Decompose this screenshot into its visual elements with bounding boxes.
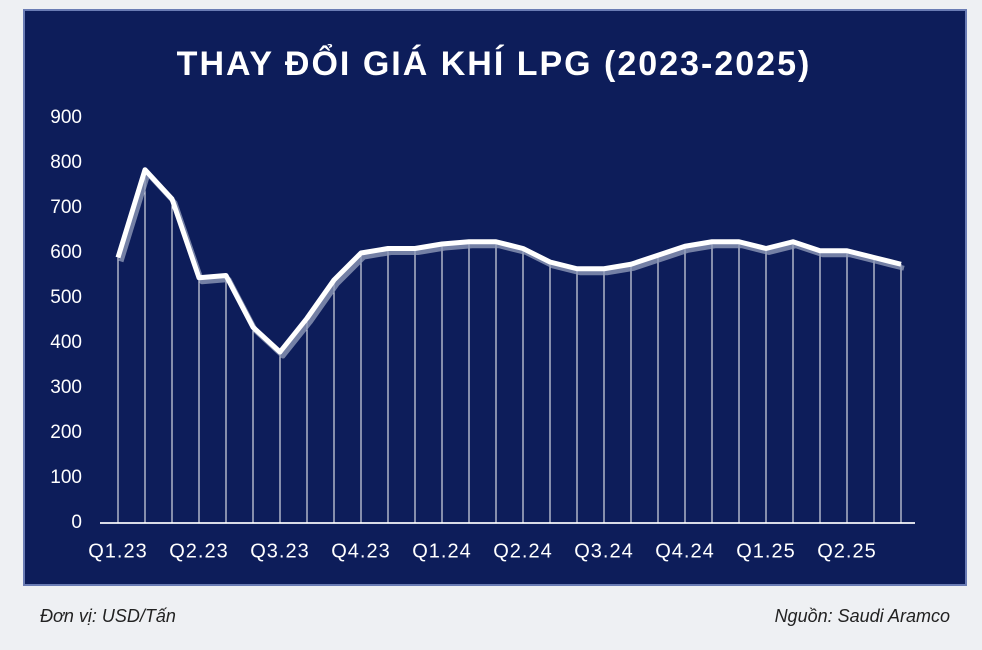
y-tick-label: 600 [50, 242, 82, 263]
x-tick-label: Q2.24 [493, 540, 552, 562]
x-tick-label: Q2.23 [169, 540, 228, 562]
x-tick-label: Q4.23 [331, 540, 390, 562]
x-tick-label: Q3.23 [250, 540, 309, 562]
y-tick-label: 900 [50, 107, 82, 128]
x-tick-label: Q2.25 [817, 540, 876, 562]
y-tick-label: 700 [50, 197, 82, 218]
x-tick-label: Q1.24 [412, 540, 471, 562]
y-tick-label: 0 [71, 512, 82, 533]
x-tick-label: Q1.23 [88, 540, 147, 562]
y-tick-label: 800 [50, 152, 82, 173]
x-tick-label: Q4.24 [655, 540, 714, 562]
y-tick-label: 300 [50, 377, 82, 398]
unit-note: Đơn vị: USD/Tấn [40, 606, 176, 626]
y-tick-label: 400 [50, 332, 82, 353]
y-tick-label: 500 [50, 287, 82, 308]
chart-panel [23, 9, 967, 586]
y-tick-label: 100 [50, 467, 82, 488]
source-note: Nguồn: Saudi Aramco [775, 606, 950, 626]
chart-title: THAY ĐỔI GIÁ KHÍ LPG (2023-2025) [177, 45, 812, 83]
y-tick-label: 200 [50, 422, 82, 443]
x-tick-label: Q3.24 [574, 540, 633, 562]
line [115, 167, 902, 355]
x-tick-label: Q1.25 [736, 540, 795, 562]
